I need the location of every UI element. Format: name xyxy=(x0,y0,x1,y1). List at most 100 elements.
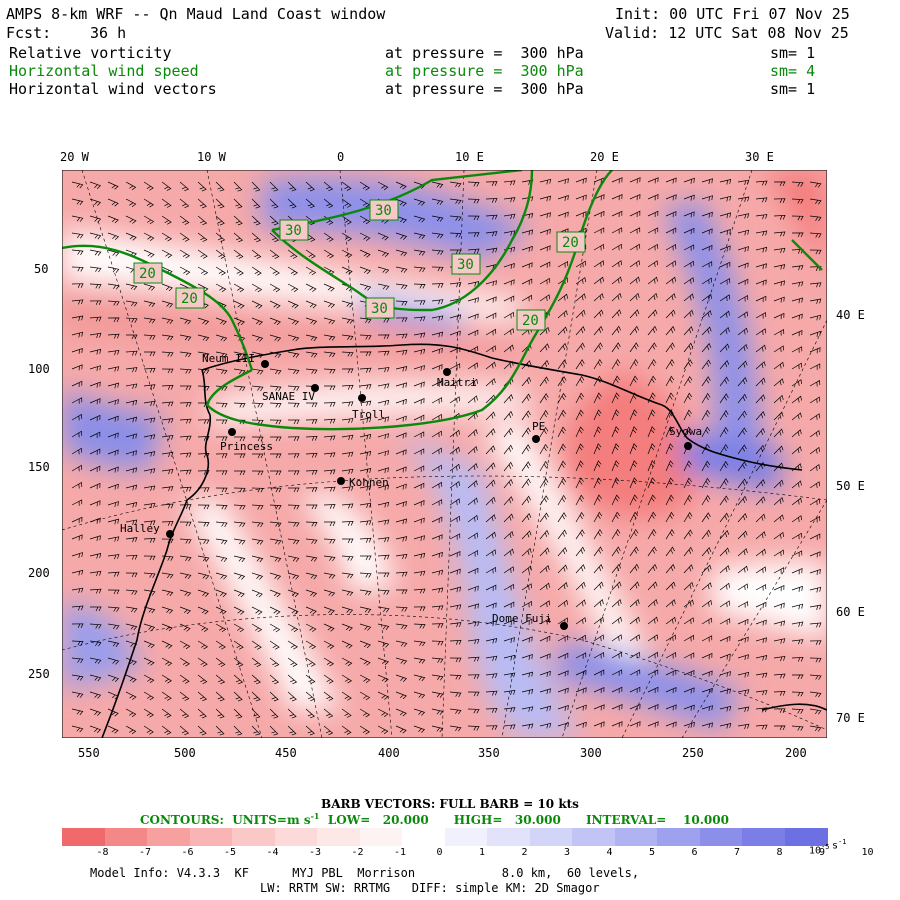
wind-barb xyxy=(485,411,496,421)
wind-barb xyxy=(539,343,550,353)
wind-barb xyxy=(593,460,602,472)
wind-barb xyxy=(629,177,641,184)
wind-barb xyxy=(125,589,138,595)
wind-barb xyxy=(647,292,658,302)
wind-barb xyxy=(197,708,207,719)
wind-barb xyxy=(611,581,622,591)
wind-barb xyxy=(809,516,821,523)
wind-barb xyxy=(251,691,261,702)
wind-barb xyxy=(395,518,408,525)
wind-barb xyxy=(323,555,336,562)
wind-barb xyxy=(413,691,426,699)
station-label-kohnen: Kohnen xyxy=(349,476,389,489)
wind-barb xyxy=(323,283,335,292)
wind-barb xyxy=(305,589,318,597)
wind-barb xyxy=(629,494,638,506)
wind-barb xyxy=(395,366,408,372)
wind-barb xyxy=(161,249,173,259)
wind-barb xyxy=(521,294,533,302)
wind-barb xyxy=(467,638,480,645)
wind-barb xyxy=(629,309,640,319)
wind-barb xyxy=(413,316,426,322)
wind-barb xyxy=(809,347,821,354)
wind-barb xyxy=(251,657,262,668)
wind-barb xyxy=(647,194,659,201)
wind-barb xyxy=(809,282,822,288)
wind-barb xyxy=(701,564,712,574)
wind-barb xyxy=(377,249,390,258)
wind-barb xyxy=(629,325,640,336)
wind-barb xyxy=(701,705,713,712)
wind-barb xyxy=(323,351,336,358)
wind-barb xyxy=(773,280,786,287)
wind-barb xyxy=(341,368,354,374)
wind-barb xyxy=(503,548,514,557)
wind-barb xyxy=(377,657,389,666)
wind-barb xyxy=(791,446,802,455)
wind-barb xyxy=(323,725,334,736)
wind-barb xyxy=(557,599,568,608)
wind-barb xyxy=(71,364,83,371)
wind-barb xyxy=(341,215,352,225)
wind-barb xyxy=(503,566,515,574)
wind-barb xyxy=(809,568,821,575)
wind-barb xyxy=(701,582,712,591)
wind-barb xyxy=(539,277,551,285)
wind-barb xyxy=(755,427,766,438)
wind-barb xyxy=(71,249,84,256)
wind-barb xyxy=(215,334,228,342)
wind-barb xyxy=(521,229,534,236)
contours-info: CONTOURS: UNITS=m s-1 LOW= 20.000 HIGH= … xyxy=(140,811,729,827)
wind-barb xyxy=(629,581,640,591)
wind-barb xyxy=(125,433,137,440)
wind-barb xyxy=(593,704,605,711)
wind-barb xyxy=(269,487,282,493)
wind-barb xyxy=(467,445,478,455)
wind-barb xyxy=(449,640,462,645)
wind-barb xyxy=(665,704,677,711)
wind-barb xyxy=(773,514,784,523)
wind-barb xyxy=(107,483,119,490)
wind-barb xyxy=(215,674,226,685)
wind-barb xyxy=(683,460,692,472)
wind-barb xyxy=(467,585,479,592)
contour-label-30: 30 xyxy=(279,219,309,241)
wind-barb xyxy=(143,283,156,291)
wind-barb xyxy=(575,426,584,438)
wind-barb xyxy=(665,227,677,234)
wind-barb xyxy=(341,418,354,424)
wind-barb xyxy=(485,496,496,506)
field-level-windvectors: at pressure = 300 hPa xyxy=(385,80,584,98)
wind-barb xyxy=(701,195,713,202)
wind-barb xyxy=(737,565,748,574)
wind-barb xyxy=(413,657,426,664)
wind-barb xyxy=(683,260,695,268)
wind-barb xyxy=(287,538,300,545)
station-label-dome-fuji: Dome Fuji xyxy=(492,612,552,625)
wind-barb xyxy=(71,315,84,322)
wind-barb xyxy=(665,477,674,489)
wind-barb xyxy=(755,328,767,336)
wind-barb xyxy=(269,215,279,226)
field-name-vorticity: Relative vorticity xyxy=(9,44,172,62)
wind-barb xyxy=(719,443,729,455)
wind-barb xyxy=(161,401,174,407)
wind-barb xyxy=(251,555,264,563)
wind-barb xyxy=(269,504,282,510)
wind-barb xyxy=(755,361,766,370)
wind-barb xyxy=(233,368,246,375)
wind-barb xyxy=(107,232,120,240)
wind-barb xyxy=(89,657,102,664)
wind-barb xyxy=(143,434,156,440)
wind-barb xyxy=(324,385,336,391)
colorbar-tick-label: 6 xyxy=(691,847,698,858)
wind-barb xyxy=(611,563,622,574)
wind-barb xyxy=(683,704,695,711)
wind-barb xyxy=(467,674,480,679)
wind-barb xyxy=(89,553,102,559)
wind-barb xyxy=(647,409,656,421)
wind-barb xyxy=(701,635,713,642)
wind-barb xyxy=(683,599,694,608)
wind-barb xyxy=(252,453,264,459)
wind-barb xyxy=(179,452,192,458)
